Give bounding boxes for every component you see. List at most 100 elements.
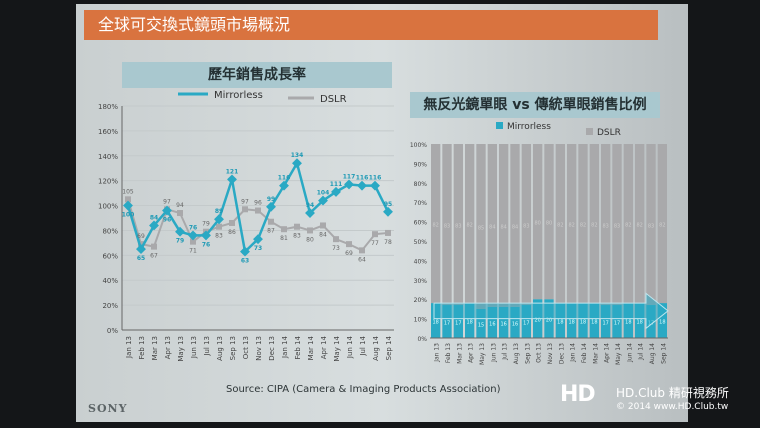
mirrorless-data-label: 79 [176, 238, 184, 245]
mirrorless-bar [442, 305, 452, 338]
dslr-label: 83 [444, 224, 450, 230]
dslr-label: 82 [625, 223, 631, 229]
hdclub-logo: HD [560, 382, 596, 407]
dslr-bar [487, 144, 497, 307]
dslr-bar [521, 144, 531, 306]
dslr-point [385, 229, 391, 236]
legend-mirrorless-swatch [496, 122, 503, 129]
mirrorless-data-label: 104 [317, 190, 330, 197]
y-tick-label: 50% [414, 239, 428, 246]
mirrorless-point [253, 234, 263, 245]
legend-mirrorless: Mirrorless [214, 90, 263, 101]
dslr-bar [555, 144, 565, 304]
dslr-point [333, 236, 339, 243]
mirrorless-data-label: 95 [384, 201, 392, 208]
mirrorless-bar [521, 305, 531, 338]
dslr-label: 80 [534, 221, 540, 227]
dslr-label: 82 [659, 223, 665, 229]
x-tick-label: Jul 14 [638, 343, 645, 361]
dslr-data-label: 97 [241, 198, 249, 205]
dslr-point [190, 238, 196, 245]
trend-arrow-icon [433, 292, 669, 330]
mirrorless-bar [465, 303, 475, 338]
mirrorless-point [331, 186, 341, 197]
mirrorless-bar [589, 303, 599, 338]
y-tick-label: 40% [414, 258, 428, 265]
dslr-data-label: 80 [306, 236, 314, 243]
mirrorless-label: 15 [478, 322, 484, 328]
mirrorless-point [136, 244, 146, 255]
y-tick-label: 60% [414, 220, 428, 227]
x-tick-label: Jan 13 [434, 343, 441, 363]
mirrorless-data-label: 121 [226, 168, 239, 175]
source-note: Source: CIPA (Camera & Imaging Products … [226, 384, 501, 395]
dslr-point [294, 223, 300, 230]
mirrorless-point [370, 180, 380, 191]
dslr-data-label: 86 [228, 229, 236, 236]
mirrorless-label: 18 [636, 320, 642, 326]
mirrorless-data-label: 84 [150, 214, 158, 221]
x-tick-label: Jun 14 [346, 335, 354, 359]
mirrorless-data-label: 65 [137, 255, 145, 262]
x-tick-label: Sep 14 [660, 343, 667, 364]
dslr-bar [601, 144, 611, 306]
y-tick-label: 40% [102, 277, 118, 285]
dslr-label: 84 [489, 224, 495, 230]
dslr-data-label: 81 [280, 235, 288, 242]
mirrorless-label: 17 [614, 321, 620, 327]
x-tick-label: Dec 13 [268, 336, 276, 361]
mirrorless-point [357, 180, 367, 191]
dslr-point [151, 243, 157, 250]
dslr-label: 83 [614, 224, 620, 230]
mirrorless-label: 16 [489, 321, 495, 327]
mirrorless-point [214, 214, 224, 225]
mirrorless-bar [578, 303, 588, 338]
x-tick-label: Oct 13 [536, 343, 543, 363]
x-tick-label: Jul 14 [359, 335, 367, 356]
mirrorless-bar [635, 303, 645, 338]
mirrorless-bar [623, 303, 633, 338]
mirrorless-data-label: 73 [254, 245, 262, 252]
x-tick-label: May 13 [479, 343, 486, 365]
dslr-data-label: 84 [319, 231, 327, 238]
dslr-bar [646, 144, 656, 306]
dslr-data-label: 83 [215, 233, 223, 240]
x-tick-label: Jun 14 [626, 343, 633, 363]
x-tick-label: May 14 [333, 335, 341, 361]
dslr-data-label: 78 [384, 239, 392, 246]
x-tick-label: Dec 13 [558, 343, 565, 364]
mirrorless-data-label: 63 [241, 258, 249, 265]
x-tick-label: Aug 14 [649, 343, 656, 364]
dslr-bar [510, 144, 520, 307]
dslr-point [346, 241, 352, 248]
mirrorless-label: 16 [512, 321, 518, 327]
mirrorless-data-label: 76 [189, 224, 197, 231]
dslr-label: 82 [580, 223, 586, 229]
mirrorless-point [266, 201, 276, 212]
dslr-label: 82 [636, 223, 642, 229]
sony-logo: SONY [88, 402, 128, 415]
mirrorless-bar [487, 306, 497, 338]
mirrorless-point [175, 226, 185, 237]
y-tick-label: 160% [98, 128, 118, 136]
mirrorless-bar [612, 305, 622, 338]
mirrorless-label: 18 [432, 320, 438, 326]
x-tick-label: Feb 13 [445, 343, 452, 363]
mirrorless-bar [601, 305, 611, 338]
x-tick-label: Jun 13 [190, 336, 198, 359]
dslr-point [255, 207, 261, 214]
dslr-bar [657, 144, 667, 304]
y-tick-label: 140% [98, 153, 118, 161]
dslr-point [177, 210, 183, 217]
x-tick-label: Feb 14 [294, 335, 302, 359]
legend-mirrorless: Mirrorless [507, 122, 551, 132]
dslr-label: 83 [648, 224, 654, 230]
dslr-data-label: 71 [189, 248, 197, 255]
mirrorless-label: 16 [500, 321, 506, 327]
mirrorless-data-label: 134 [291, 152, 304, 159]
dslr-label: 84 [512, 224, 518, 230]
dslr-data-label: 69 [137, 233, 145, 240]
dslr-data-label: 105 [122, 188, 134, 195]
mirrorless-label: 20 [546, 318, 552, 324]
x-tick-label: Sep 14 [385, 335, 393, 360]
